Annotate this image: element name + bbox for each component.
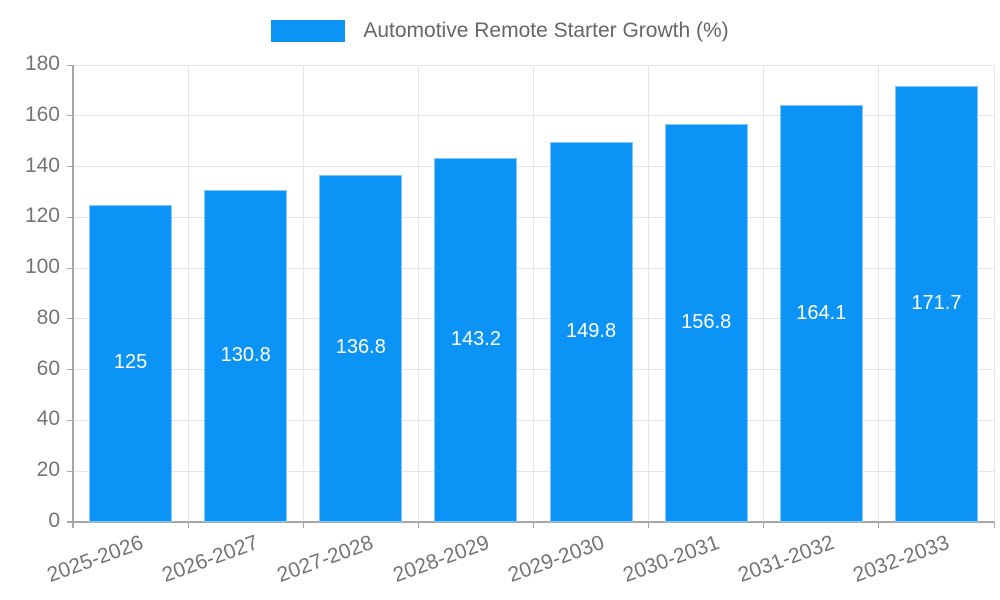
x-gridline	[417, 65, 419, 522]
x-tick	[302, 522, 304, 528]
x-tick-label: 2029-2030	[504, 531, 607, 587]
bar-value-label: 136.8	[335, 336, 386, 359]
x-gridline	[878, 65, 880, 522]
x-tick	[993, 522, 995, 528]
x-tick	[648, 522, 650, 528]
bar-2030-2031: 156.8	[664, 123, 748, 522]
x-tick-label: 2031-2032	[734, 531, 838, 587]
y-axis-line	[72, 65, 74, 528]
y-tick	[67, 267, 73, 269]
bar-2028-2029: 143.2	[434, 158, 518, 522]
x-gridline	[187, 65, 189, 522]
y-tick-label: 100	[24, 255, 60, 279]
bar-value-label: 143.2	[450, 328, 501, 351]
y-tick	[67, 369, 73, 371]
x-gridline	[763, 65, 765, 522]
y-tick-label: 0	[48, 509, 60, 532]
x-tick-label: 2027-2028	[274, 531, 377, 587]
bar-value-label: 130.8	[220, 343, 271, 366]
x-gridline	[302, 65, 304, 522]
bar-2027-2028: 136.8	[319, 174, 403, 522]
bar-2025-2026: 125	[89, 204, 173, 522]
y-tick-label: 140	[24, 153, 60, 177]
x-tick-label: 2032-2033	[850, 531, 953, 587]
legend-label: Automotive Remote Starter Growth (%)	[363, 19, 729, 42]
bar-2031-2032: 164.1	[779, 105, 863, 522]
y-tick	[67, 470, 73, 472]
y-tick-label: 80	[36, 305, 60, 329]
x-gridline	[533, 65, 534, 522]
bar-value-label: 171.7	[911, 292, 962, 315]
y-tick	[67, 64, 73, 66]
bar-2026-2027: 130.8	[204, 189, 288, 522]
x-tick-label: 2030-2031	[619, 531, 723, 587]
y-tick-label: 160	[24, 102, 60, 126]
x-tick	[878, 522, 880, 528]
bar-value-label: 156.8	[681, 310, 732, 333]
y-tick	[67, 115, 73, 117]
x-axis-line	[67, 521, 994, 523]
y-tick-label: 60	[36, 356, 60, 380]
x-tick-label: 2025-2026	[44, 531, 147, 587]
y-tick-label: 40	[36, 407, 60, 431]
x-tick	[763, 522, 765, 528]
x-tick-label: 2028-2029	[389, 531, 492, 587]
x-tick-label: 2026-2027	[159, 531, 262, 587]
legend-swatch	[271, 20, 346, 42]
y-tick	[67, 419, 73, 421]
x-tick	[533, 522, 534, 528]
bar-2032-2033: 171.7	[894, 86, 978, 522]
bar-value-label: 149.8	[566, 319, 617, 342]
y-tick-label: 20	[36, 458, 60, 482]
x-tick	[417, 522, 419, 528]
bar-2029-2030: 149.8	[549, 141, 633, 522]
x-gridline	[648, 65, 650, 522]
x-tick	[187, 522, 189, 528]
bar-value-label: 125	[113, 351, 148, 374]
chart-legend[interactable]: Automotive Remote Starter Growth (%)	[0, 14, 1000, 48]
y-tick-label: 180	[24, 52, 60, 75]
y-tick-label: 120	[24, 204, 60, 228]
y-tick	[67, 318, 73, 320]
y-gridline	[73, 64, 994, 66]
y-tick	[67, 166, 73, 168]
bar-value-label: 164.1	[796, 301, 847, 324]
x-gridline	[993, 65, 995, 522]
y-tick	[67, 216, 73, 218]
